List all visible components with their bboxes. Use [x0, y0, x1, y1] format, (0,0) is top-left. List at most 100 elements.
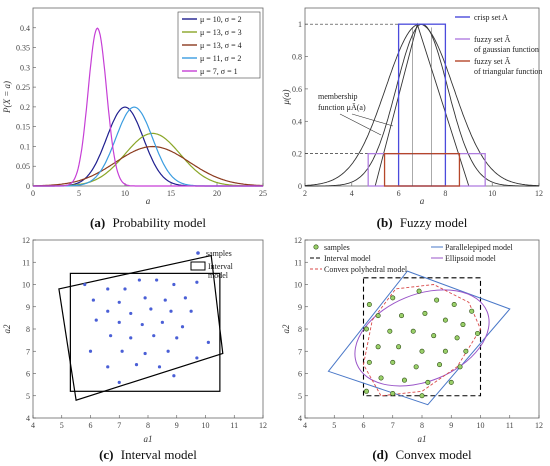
ytick-label: 0.8 [292, 53, 302, 62]
ytick-label: 0.1 [20, 142, 30, 151]
legend-entry-d-4: Ellipsoid model [445, 254, 497, 263]
sample-point [396, 344, 402, 350]
panel-fuzzy: 2 4 6 8 10 12 0 0.2 0.4 0.6 0.8 1 a μ(a) crisp set … [281, 7, 543, 230]
sample-point [117, 300, 121, 304]
sample-point [378, 375, 384, 381]
legend-entry-2: μ = 13, σ = 4 [200, 41, 242, 50]
sample-point [106, 365, 110, 369]
ytick-label: 0 [298, 182, 302, 191]
sample-point [189, 309, 193, 313]
panel-convex: 4 5 6 7 8 9 10 11 12 4 5 6 7 8 9 10 11 12 a1 a2 samples In… [281, 236, 543, 462]
sample-point [169, 309, 173, 313]
sample-point [117, 320, 121, 324]
ytick-label: 0.2 [20, 103, 30, 112]
xtick-label: 4 [350, 189, 354, 198]
caption-text-b: Fuzzy model [400, 215, 468, 230]
ytick-label: 7 [26, 347, 30, 356]
interval-model-rect [362, 277, 482, 397]
xtick-label: 8 [420, 421, 424, 430]
xtick-label: 6 [397, 189, 401, 198]
ytick-label: 5 [298, 392, 302, 401]
sample-point [83, 282, 87, 287]
annotation-arrow-1 [339, 113, 382, 136]
sample-point [442, 317, 448, 323]
sample-point [183, 296, 187, 300]
sample-point [434, 297, 440, 303]
xtick-label: 9 [449, 421, 453, 430]
xtick-label: 12 [535, 189, 543, 198]
xtick-label: 8 [443, 189, 447, 198]
sample-point [469, 308, 475, 314]
ytick-label: 10 [294, 281, 302, 290]
xtick-label: 7 [117, 421, 121, 430]
sample-point [88, 349, 93, 353]
xtick-label: 4 [303, 421, 307, 430]
sample-point [155, 278, 159, 282]
legend-c: samples Interval model [190, 249, 234, 280]
ytick-label: 8 [26, 325, 30, 334]
legend-entry-d-1: Interval model [324, 254, 372, 263]
sample-point [460, 322, 466, 328]
sample-point [451, 302, 457, 308]
legend-entry-b-1: fuzzy set Ã of gaussian function [474, 34, 539, 54]
legend-b: crisp set A fuzzy set Ã of gaussian funct… [455, 13, 542, 76]
legend-marker-samples [196, 251, 200, 255]
sample-point [195, 280, 199, 284]
legend-entry-c-0: samples [206, 249, 232, 258]
legend-entry-4: μ = 7, σ = 1 [200, 67, 238, 76]
sample-point [157, 365, 162, 369]
ytick-label: 0.25 [16, 83, 30, 92]
sample-point [123, 287, 127, 291]
xtick-label: 12 [535, 421, 543, 430]
sample-point [416, 288, 422, 294]
caption-text-d: Convex model [395, 447, 472, 462]
xtick-label: 12 [259, 421, 267, 430]
sample-point [129, 311, 133, 316]
caption-letter-a: (a) [90, 215, 105, 230]
ytick-label: 6 [298, 370, 302, 379]
ytick-label: 4 [26, 414, 30, 423]
legend-marker-interval [190, 261, 206, 271]
sample-point [129, 336, 133, 340]
sample-point [390, 359, 396, 365]
series-line-4 [33, 27, 263, 187]
caption-d: (d) Convex model [372, 447, 472, 462]
ylabel-a: P(X = a) [2, 81, 12, 114]
caption-letter-c: (c) [99, 447, 113, 462]
sample-point [419, 393, 425, 399]
sample-point [172, 282, 176, 287]
ytick-label: 0.4 [20, 24, 30, 33]
caption-b: (b) Fuzzy model [377, 215, 468, 230]
sample-point [431, 333, 437, 339]
xtick-label: 5 [332, 421, 336, 430]
sample-point [180, 325, 185, 329]
sample-point [390, 391, 396, 397]
ytick-label: 11 [294, 258, 302, 267]
ytick-label: 1 [298, 20, 302, 29]
xtick-label: 11 [230, 421, 238, 430]
axes-c: 4 5 6 7 8 9 10 11 12 4 5 6 7 8 9 10 11 12 [22, 236, 267, 430]
caption-letter-d: (d) [372, 447, 388, 462]
sample-point [454, 335, 460, 341]
ylabel-c: a2 [2, 324, 12, 334]
caption-c: (c) Interval model [99, 447, 197, 462]
ytick-label: 12 [294, 236, 302, 245]
sample-point [437, 362, 443, 368]
legend-entry-1: μ = 13, σ = 3 [200, 28, 242, 37]
legend-entry-b-2: fuzzy set Ã of triangular function [474, 56, 542, 76]
sample-point [143, 296, 147, 300]
curves-a [33, 27, 264, 187]
sample-point [152, 334, 156, 338]
ylabel-d: a2 [281, 324, 291, 334]
membership-annotation: membership function μĀ(a) [318, 92, 394, 136]
ytick-label: 4 [298, 414, 302, 423]
xtick-label: 6 [89, 421, 93, 430]
caption-text-c: Interval model [121, 447, 198, 462]
legend-entry-3: μ = 11, σ = 2 [200, 54, 241, 63]
xtick-label: 20 [213, 189, 221, 198]
annotation-line2: function μĀ(a) [318, 103, 366, 112]
axes-b: 2 4 6 8 10 12 0 0.2 0.4 0.6 0.8 1 [292, 20, 543, 198]
ytick-label: 8 [298, 325, 302, 334]
sample-point [91, 298, 95, 302]
alpha-cut-2 [383, 152, 461, 187]
